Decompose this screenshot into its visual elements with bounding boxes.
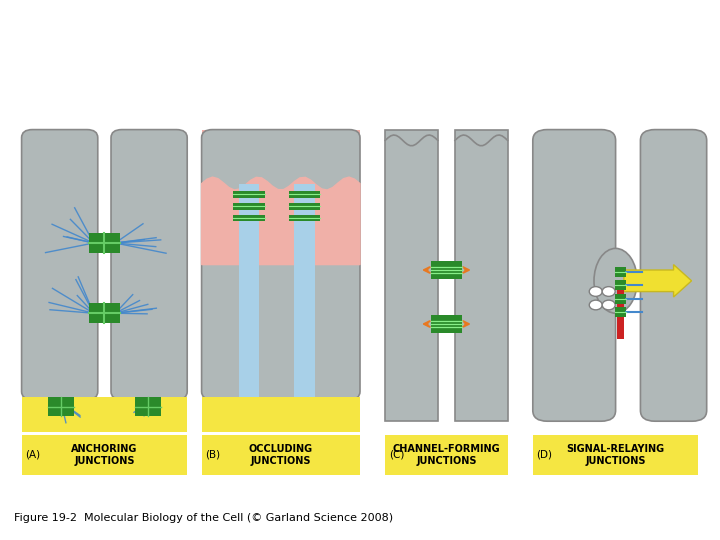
FancyArrow shape (624, 265, 692, 297)
Bar (289, 215, 320, 221)
Text: SIGNAL-RELAYING
JUNCTIONS: SIGNAL-RELAYING JUNCTIONS (567, 444, 665, 465)
Bar (48, 397, 74, 416)
Bar (89, 233, 120, 253)
Bar (289, 191, 320, 198)
Polygon shape (455, 135, 508, 146)
Bar (233, 203, 265, 210)
Bar (455, 130, 508, 421)
Bar (294, 184, 315, 397)
Bar (533, 435, 698, 475)
FancyBboxPatch shape (641, 130, 706, 421)
FancyBboxPatch shape (533, 130, 616, 421)
Polygon shape (385, 135, 438, 146)
Bar (289, 203, 320, 210)
Bar (239, 184, 259, 397)
Bar (615, 307, 626, 317)
Bar (385, 130, 438, 421)
Text: CHANNEL-FORMING
JUNCTIONS: CHANNEL-FORMING JUNCTIONS (392, 444, 500, 465)
Bar (89, 303, 120, 323)
Bar (617, 285, 624, 339)
Circle shape (589, 300, 602, 310)
Text: ANCHORING
JUNCTIONS: ANCHORING JUNCTIONS (71, 444, 138, 465)
Text: (A): (A) (25, 450, 40, 460)
Text: (D): (D) (536, 450, 552, 460)
Text: (C): (C) (389, 450, 404, 460)
Bar (615, 267, 626, 276)
Circle shape (589, 287, 602, 296)
Ellipse shape (594, 248, 637, 313)
Polygon shape (202, 177, 360, 265)
Text: OCCLUDING
JUNCTIONS: OCCLUDING JUNCTIONS (248, 444, 313, 465)
Bar (202, 435, 360, 475)
Bar (202, 130, 360, 184)
Bar (233, 215, 265, 221)
Bar (615, 280, 626, 290)
FancyBboxPatch shape (202, 130, 360, 400)
Bar (135, 397, 161, 416)
Bar (385, 435, 508, 475)
Text: (B): (B) (205, 450, 220, 460)
Bar (233, 191, 265, 198)
Circle shape (602, 300, 615, 310)
Text: Figure 19-2  Molecular Biology of the Cell (© Garland Science 2008): Figure 19-2 Molecular Biology of the Cel… (14, 514, 394, 523)
FancyBboxPatch shape (111, 130, 187, 400)
Bar (431, 315, 462, 333)
Bar (615, 294, 626, 303)
Bar (202, 397, 360, 432)
Circle shape (602, 287, 615, 296)
Bar (22, 435, 187, 475)
Bar (431, 261, 462, 279)
Bar (22, 397, 187, 432)
FancyBboxPatch shape (22, 130, 98, 400)
